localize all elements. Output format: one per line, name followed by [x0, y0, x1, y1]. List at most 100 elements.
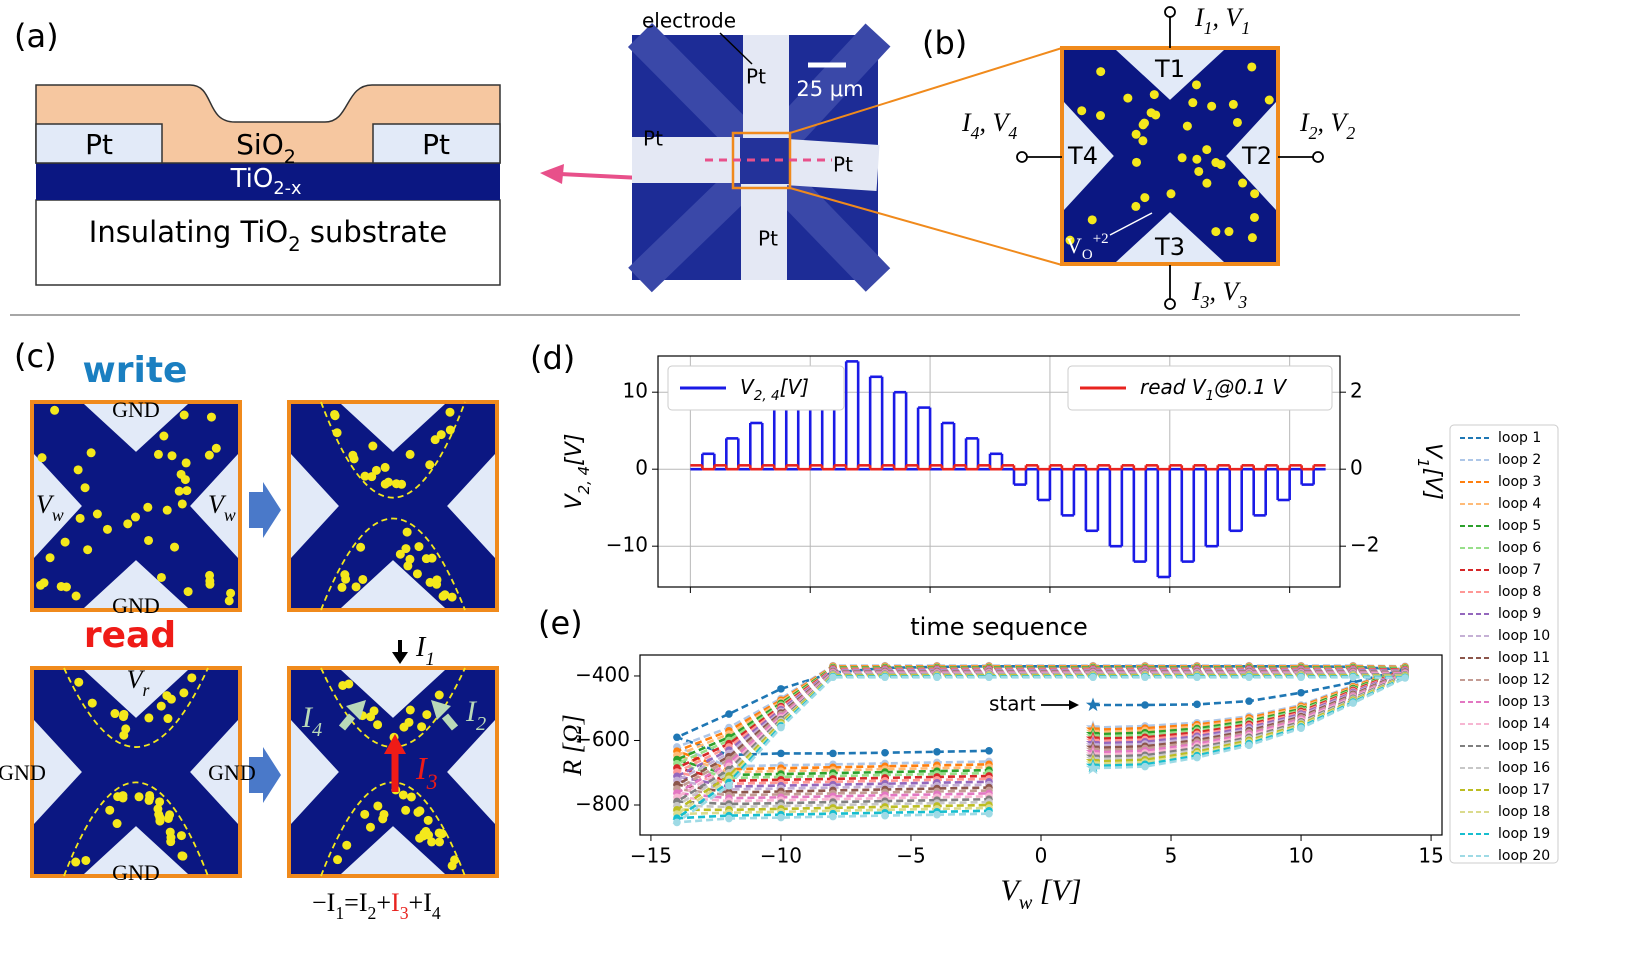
vacancy-dot: [118, 712, 128, 722]
step-arrow: [249, 747, 281, 803]
terminal-region: [291, 454, 339, 558]
text-part: read: [1140, 375, 1192, 399]
vacancy-dot: [162, 505, 172, 515]
loop-point: [777, 813, 785, 822]
vacancy-dot: [1211, 227, 1221, 237]
terminal-region: [84, 670, 188, 718]
legend-label: loop 18: [1498, 804, 1550, 820]
text-part: =I: [344, 888, 367, 917]
loop-point: [1297, 688, 1305, 697]
vacancy-dot: [437, 829, 447, 839]
text-part: substrate: [301, 215, 448, 249]
vacancy-dot: [351, 582, 361, 592]
loop-point: [777, 723, 785, 732]
x-axis-label: Vw [V]: [1000, 874, 1081, 914]
tio2x-layer: [36, 163, 500, 200]
micro-label: Pt: [758, 227, 778, 251]
loop-line: [672, 670, 1406, 794]
legend-box: [667, 365, 845, 411]
vacancy-dot: [434, 690, 444, 700]
panel-label: (c): [14, 337, 57, 375]
micro-label: Pt: [643, 127, 663, 151]
vacancy-dot: [401, 544, 411, 554]
vacancy-dot: [121, 724, 131, 734]
vacancy-dot: [427, 837, 437, 847]
vacancy-dot: [1096, 67, 1106, 77]
vacancy-dot: [435, 837, 445, 847]
vacancy-dot: [86, 448, 96, 458]
pt-block: [35, 123, 163, 164]
vacancy-dot: [226, 588, 236, 598]
loop-point: [1349, 699, 1357, 707]
loop-point: [673, 818, 681, 827]
loop-point: [985, 673, 993, 682]
zoom-line: [789, 187, 1063, 266]
text-part: r: [143, 680, 150, 700]
vacancy-dot: [1250, 189, 1260, 199]
terminal-label: T1: [1154, 55, 1185, 83]
terminal-region: [1116, 212, 1224, 262]
vacancy-dot: [406, 792, 416, 802]
text-part: 1: [425, 649, 435, 670]
y-tick-label: −400: [575, 662, 630, 686]
text-part: [V]: [1032, 874, 1081, 907]
vacancy-dot: [206, 412, 216, 422]
vacancy-dot: [71, 591, 81, 601]
legend-label: loop 4: [1498, 496, 1541, 512]
current-arrow: [338, 713, 356, 731]
text-part: V: [1066, 233, 1082, 258]
text-part: 4: [312, 719, 322, 741]
current-label: I2: [465, 695, 486, 735]
text-part: V: [36, 490, 55, 519]
current-label: I4: [301, 701, 322, 741]
text-part: V: [1000, 874, 1022, 907]
lead-pin: [1164, 6, 1176, 18]
text-part: −I: [312, 888, 335, 917]
terminal-region: [34, 454, 82, 558]
text-part: V: [1272, 375, 1287, 399]
vacancy-dot: [165, 827, 175, 837]
vacancy-dot: [395, 549, 405, 559]
terminal-region: [84, 404, 188, 452]
vacancy-dot: [1177, 153, 1187, 163]
vacancy-dot: [205, 579, 215, 589]
text-part: 3: [1200, 292, 1210, 312]
legend-label: loop 8: [1498, 584, 1541, 600]
gnd-label: GND: [0, 760, 46, 785]
mode-title: read: [84, 615, 176, 656]
vacancy-dot: [156, 572, 166, 582]
text-part: [V]: [562, 434, 587, 466]
legend-label: loop 11: [1498, 650, 1550, 666]
vacancy-dot: [1232, 117, 1242, 127]
vacancy-dot: [1182, 121, 1192, 131]
plot-frame: [639, 654, 1443, 836]
vacancy-dot: [1140, 193, 1150, 203]
vacancy-dot: [424, 830, 434, 840]
x-tick-label: 0: [1035, 844, 1048, 868]
terminal-region: [190, 720, 238, 824]
loop-point: [725, 710, 733, 718]
current-label: I1: [415, 632, 435, 669]
vacancy-dot: [45, 553, 55, 563]
loop-point: [1401, 674, 1409, 682]
loop-point: [777, 685, 785, 693]
text-part: [V]: [1420, 468, 1445, 500]
vacancy-dot: [153, 449, 163, 459]
y-tick-label: 0: [635, 456, 648, 480]
legend-label: loop 20: [1498, 848, 1550, 864]
y-tick-label: −600: [575, 727, 630, 751]
legend-label: loop 16: [1498, 760, 1550, 776]
text-part: V: [1192, 375, 1207, 399]
text-part: 2, 4: [754, 388, 780, 404]
text-part: 1: [1204, 18, 1213, 38]
loop-point: [933, 810, 941, 819]
vacancy-dot: [423, 815, 433, 825]
loop-point: [881, 673, 889, 682]
text-part: I: [301, 701, 314, 734]
terminal-region: [341, 670, 445, 718]
electrode-arm: [784, 139, 880, 191]
loop-point: [1193, 700, 1201, 709]
legend-label: loop 10: [1498, 628, 1550, 644]
text-part: Insulating TiO: [89, 215, 288, 249]
